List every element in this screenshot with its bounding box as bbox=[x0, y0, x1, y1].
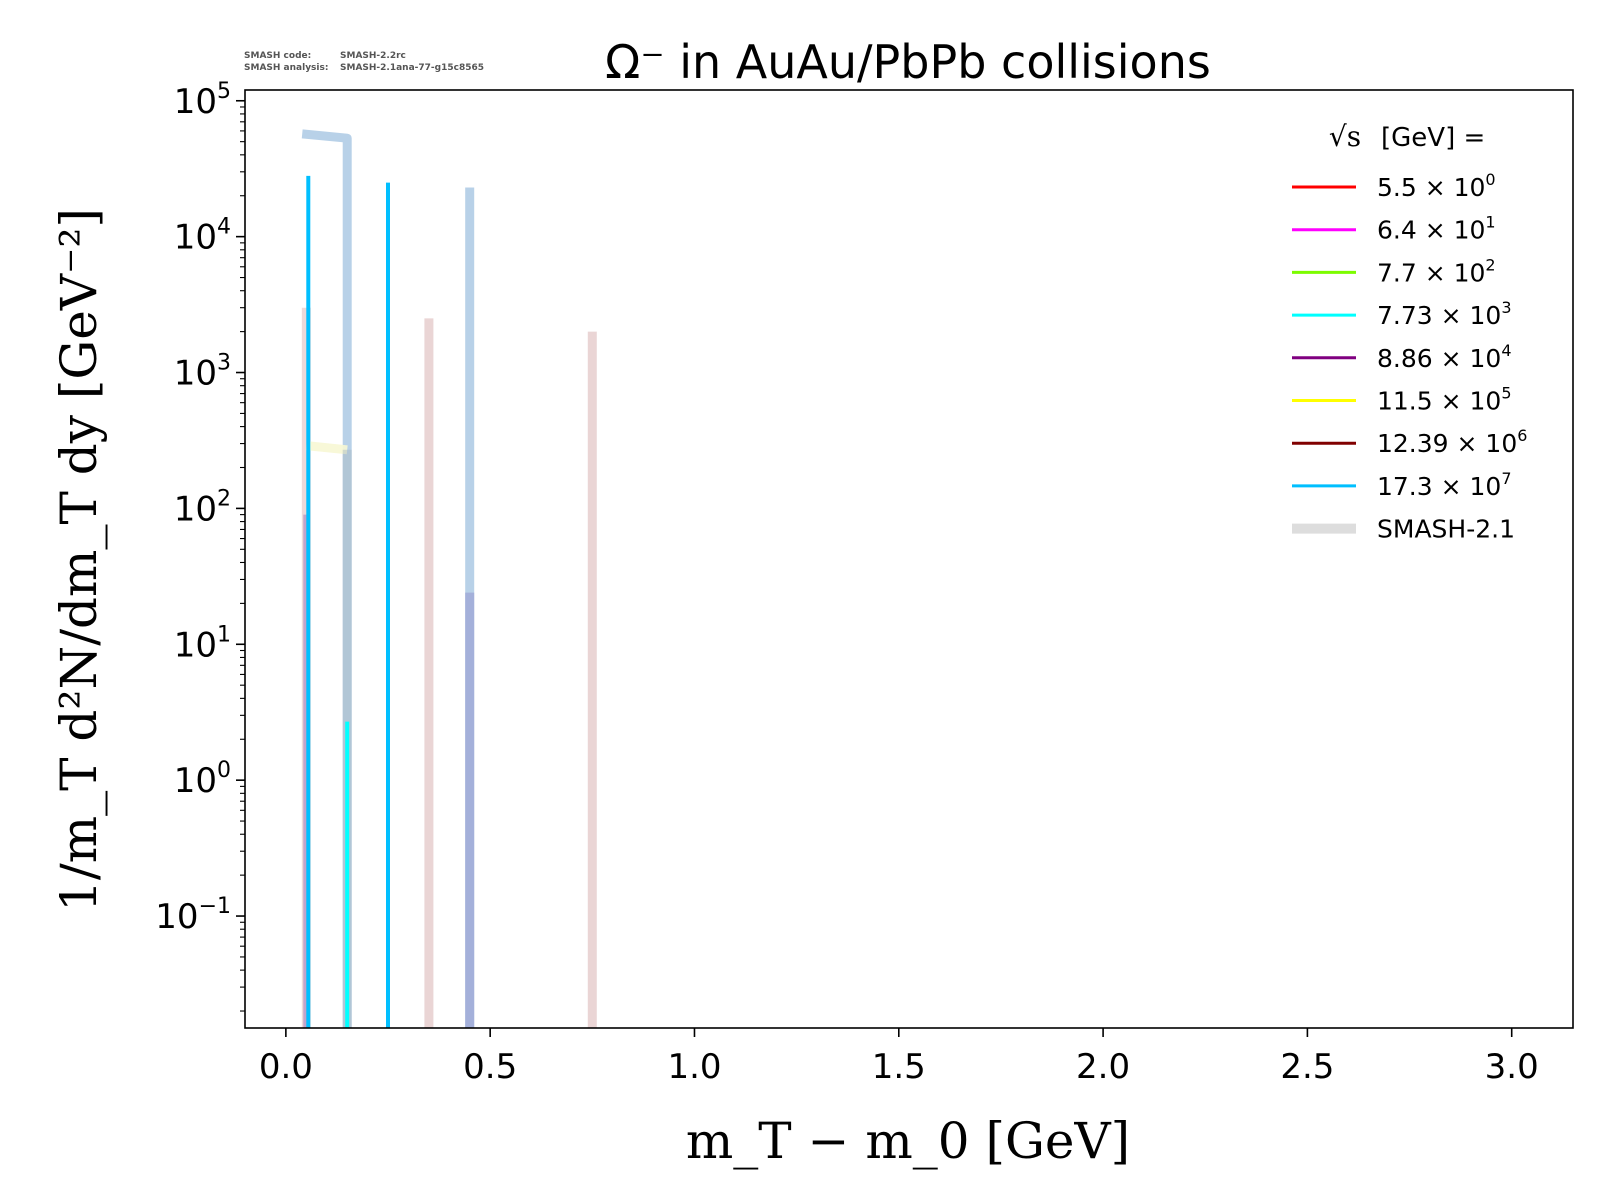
x-tick-label-3: 1.5 bbox=[872, 1047, 926, 1087]
legend-label-1: 6.4 × 101 bbox=[1377, 213, 1496, 245]
legend-label-5: 11.5 × 105 bbox=[1377, 384, 1512, 416]
legend-label-3: 7.73 × 103 bbox=[1377, 298, 1512, 330]
y-tick-label-0: 10−1 bbox=[155, 894, 231, 937]
y-tick-label-6: 105 bbox=[174, 79, 231, 122]
x-axis-ticks: 0.0 0.5 1.0 1.5 2.0 2.5 3.0 bbox=[259, 1028, 1539, 1087]
smash-info: SMASH code: SMASH-2.2rc SMASH analysis: … bbox=[244, 51, 484, 73]
legend: √s [GeV] = 5.5 × 100 6.4 × 101 7.7 × 102 7.… bbox=[1292, 120, 1527, 544]
legend-label-7: 17.3 × 107 bbox=[1377, 469, 1512, 501]
legend-title-symbol: √s bbox=[1329, 120, 1361, 153]
y-axis-ticks: 10−1 100 101 102 103 104 105 bbox=[155, 79, 245, 1012]
chart-title: Ω⁻ in AuAu/PbPb collisions bbox=[605, 35, 1211, 89]
y-axis-label: 1/m_T d²N/dm_T dy [GeV⁻²] bbox=[50, 208, 108, 912]
legend-label-6: 12.39 × 106 bbox=[1377, 426, 1527, 458]
info-analysis-label: SMASH analysis: bbox=[244, 63, 328, 73]
x-tick-label-0: 0.0 bbox=[259, 1047, 313, 1087]
legend-title: [GeV] = bbox=[1381, 123, 1485, 153]
info-code-label: SMASH code: bbox=[244, 51, 311, 61]
y-tick-label-4: 103 bbox=[174, 351, 231, 394]
legend-label-2: 7.7 × 102 bbox=[1377, 255, 1496, 287]
legend-label-0: 5.5 × 100 bbox=[1377, 170, 1496, 202]
x-axis-label: m_T − m_0 [GeV] bbox=[686, 1112, 1130, 1170]
x-tick-label-1: 0.5 bbox=[463, 1047, 517, 1087]
x-tick-label-4: 2.0 bbox=[1076, 1047, 1130, 1087]
info-analysis-value: SMASH-2.1ana-77-g15c8565 bbox=[340, 63, 484, 73]
y-tick-label-3: 102 bbox=[174, 486, 231, 529]
legend-label-4: 8.86 × 104 bbox=[1377, 341, 1512, 373]
legend-label-8: SMASH-2.1 bbox=[1377, 515, 1515, 544]
x-tick-label-2: 1.0 bbox=[667, 1047, 721, 1087]
series-layer bbox=[301, 129, 597, 1028]
y-tick-label-1: 100 bbox=[174, 758, 231, 801]
plot-frame bbox=[244, 89, 1574, 1029]
x-tick-label-5: 2.5 bbox=[1280, 1047, 1334, 1087]
series-line-5 bbox=[305, 441, 348, 455]
y-tick-label-5: 104 bbox=[174, 215, 231, 258]
info-code-value: SMASH-2.2rc bbox=[340, 51, 406, 61]
y-tick-label-2: 101 bbox=[174, 622, 231, 665]
x-tick-label-6: 3.0 bbox=[1485, 1047, 1539, 1087]
